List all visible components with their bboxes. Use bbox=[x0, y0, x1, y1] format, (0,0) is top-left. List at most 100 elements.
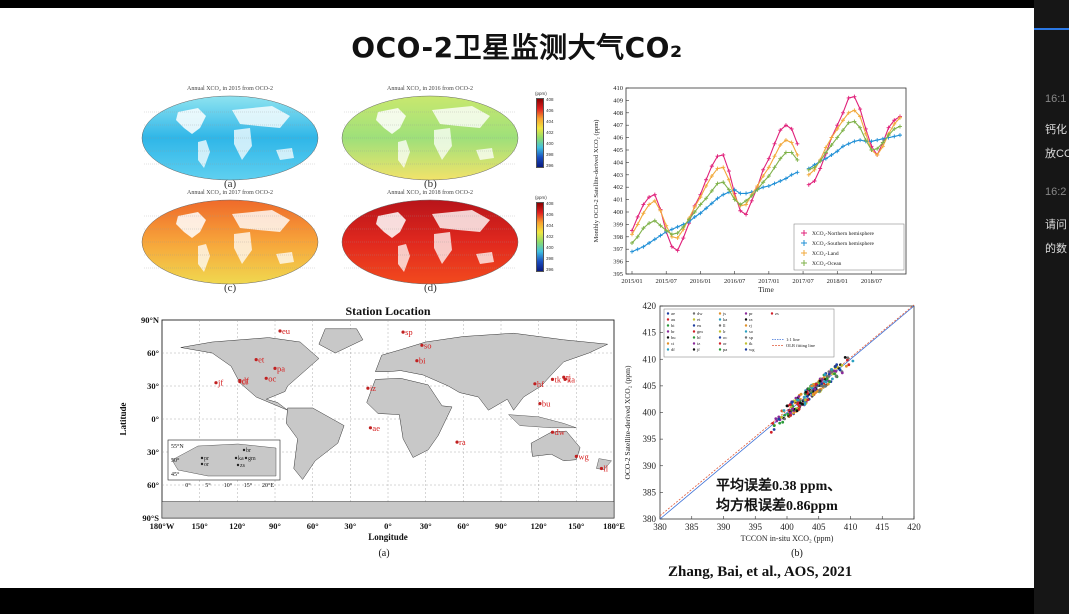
south-america bbox=[198, 140, 210, 168]
scatter-point bbox=[812, 382, 816, 386]
legend-marker bbox=[718, 330, 722, 333]
africa bbox=[434, 232, 452, 264]
data-point bbox=[692, 205, 697, 210]
scatter-point bbox=[820, 378, 824, 381]
legend-entry: so bbox=[749, 329, 754, 334]
data-point bbox=[886, 125, 891, 130]
data-point bbox=[766, 165, 771, 170]
x-tick-label: 390 bbox=[717, 522, 731, 532]
data-point bbox=[704, 206, 709, 211]
data-point bbox=[812, 165, 817, 170]
data-point bbox=[789, 150, 794, 155]
station-marker bbox=[214, 381, 218, 385]
data-point bbox=[886, 133, 891, 138]
y-tick-label: 408 bbox=[613, 110, 623, 117]
data-point bbox=[835, 149, 840, 154]
scatter-point bbox=[783, 417, 786, 421]
map-caption: Annual XCO₂ in 2017 from OCO-2 bbox=[187, 190, 273, 196]
legend-entry: df bbox=[671, 347, 675, 352]
data-point bbox=[647, 241, 652, 245]
longitude-tick-label: 60° bbox=[307, 521, 319, 531]
data-point bbox=[658, 208, 663, 213]
data-point bbox=[783, 123, 788, 128]
y-tick-label: 407 bbox=[613, 122, 624, 129]
legend-entry: XCO₂-Land bbox=[812, 251, 839, 257]
y-tick-label: 409 bbox=[613, 97, 623, 104]
data-point bbox=[795, 157, 800, 162]
message-text[interactable]: 的数 bbox=[1045, 243, 1067, 255]
message-text[interactable]: 请问 bbox=[1045, 219, 1067, 231]
scatter-point bbox=[791, 407, 794, 411]
legend-marker bbox=[744, 312, 748, 315]
data-point bbox=[630, 241, 634, 245]
message-text[interactable]: 放CO bbox=[1045, 148, 1069, 160]
scatter-point bbox=[810, 384, 814, 388]
data-point bbox=[647, 195, 652, 200]
inset-station-marker bbox=[234, 456, 238, 460]
scatter-point bbox=[785, 404, 789, 408]
y-tick-label: 397 bbox=[613, 246, 624, 253]
data-point bbox=[852, 108, 857, 113]
data-point bbox=[647, 221, 652, 226]
station-location-map: Station Location90°N60°30°0°30°60°90°S18… bbox=[120, 304, 625, 559]
inset-longitude-label: 10° bbox=[224, 482, 233, 489]
data-point bbox=[744, 198, 749, 203]
colorbar-tick: 406 bbox=[546, 108, 554, 113]
data-point bbox=[709, 201, 714, 206]
x-axis-label: Time bbox=[758, 285, 774, 294]
data-point bbox=[630, 249, 634, 254]
inset-longitude-label: 20°E bbox=[262, 482, 274, 489]
legend-entry: ci bbox=[671, 341, 675, 346]
data-point bbox=[709, 174, 714, 179]
longitude-tick-label: 60° bbox=[457, 521, 469, 531]
legend-entry: 1:1 line bbox=[786, 337, 800, 342]
legend-marker bbox=[692, 336, 696, 339]
data-point bbox=[664, 228, 669, 233]
data-point bbox=[658, 223, 663, 228]
data-point bbox=[698, 195, 703, 200]
inset-station-marker bbox=[244, 456, 248, 460]
inset-station-label: gm bbox=[248, 456, 256, 462]
map-caption: Annual XCO₂ in 2015 from OCO-2 bbox=[187, 86, 273, 92]
x-axis-label: Longitude bbox=[368, 532, 408, 542]
data-point bbox=[875, 146, 880, 151]
tccon-scatter-chart: 380 385 390 395 400 405 410 415 420 380 385 390 395 4… bbox=[623, 301, 921, 558]
scatter-point bbox=[826, 382, 830, 386]
scatter-point bbox=[774, 417, 778, 420]
station-label: wg bbox=[578, 451, 589, 461]
legend-entry: oc bbox=[723, 335, 727, 340]
station-marker bbox=[238, 380, 242, 384]
message-text[interactable]: 钙化 bbox=[1045, 124, 1067, 136]
station-label: tk bbox=[554, 374, 561, 384]
scatter-point bbox=[828, 380, 831, 384]
data-point bbox=[721, 152, 726, 157]
scatter-point bbox=[789, 411, 792, 415]
y-tick-label: 406 bbox=[613, 135, 624, 142]
x-tick-label: 405 bbox=[812, 522, 826, 532]
data-point bbox=[652, 218, 657, 223]
legend-entry: pr bbox=[749, 311, 753, 316]
data-point bbox=[772, 141, 777, 146]
data-point bbox=[664, 223, 669, 228]
data-point bbox=[761, 180, 766, 185]
active-tab-indicator bbox=[1034, 28, 1069, 30]
y-tick-label: 395 bbox=[643, 434, 657, 444]
data-point bbox=[892, 118, 897, 123]
map-panel-label: (b) bbox=[424, 178, 437, 190]
station-label: iz bbox=[370, 383, 376, 393]
map-panel-label: (a) bbox=[224, 178, 237, 190]
legend-entry: lr bbox=[723, 329, 726, 334]
slide: OCO-2卫星监测大气CO₂ Annual XCO₂ in 2015 from … bbox=[0, 8, 1034, 588]
scatter-point bbox=[786, 412, 790, 416]
data-point bbox=[875, 152, 880, 157]
africa-land bbox=[366, 378, 453, 458]
data-point bbox=[715, 181, 720, 186]
data-point bbox=[675, 236, 680, 241]
y-tick-label: 402 bbox=[613, 184, 623, 191]
legend-entry: rj bbox=[749, 323, 752, 328]
station-marker bbox=[273, 366, 277, 370]
station-marker bbox=[574, 454, 578, 458]
legend-entry: zs bbox=[775, 311, 779, 316]
station-marker bbox=[562, 375, 566, 379]
